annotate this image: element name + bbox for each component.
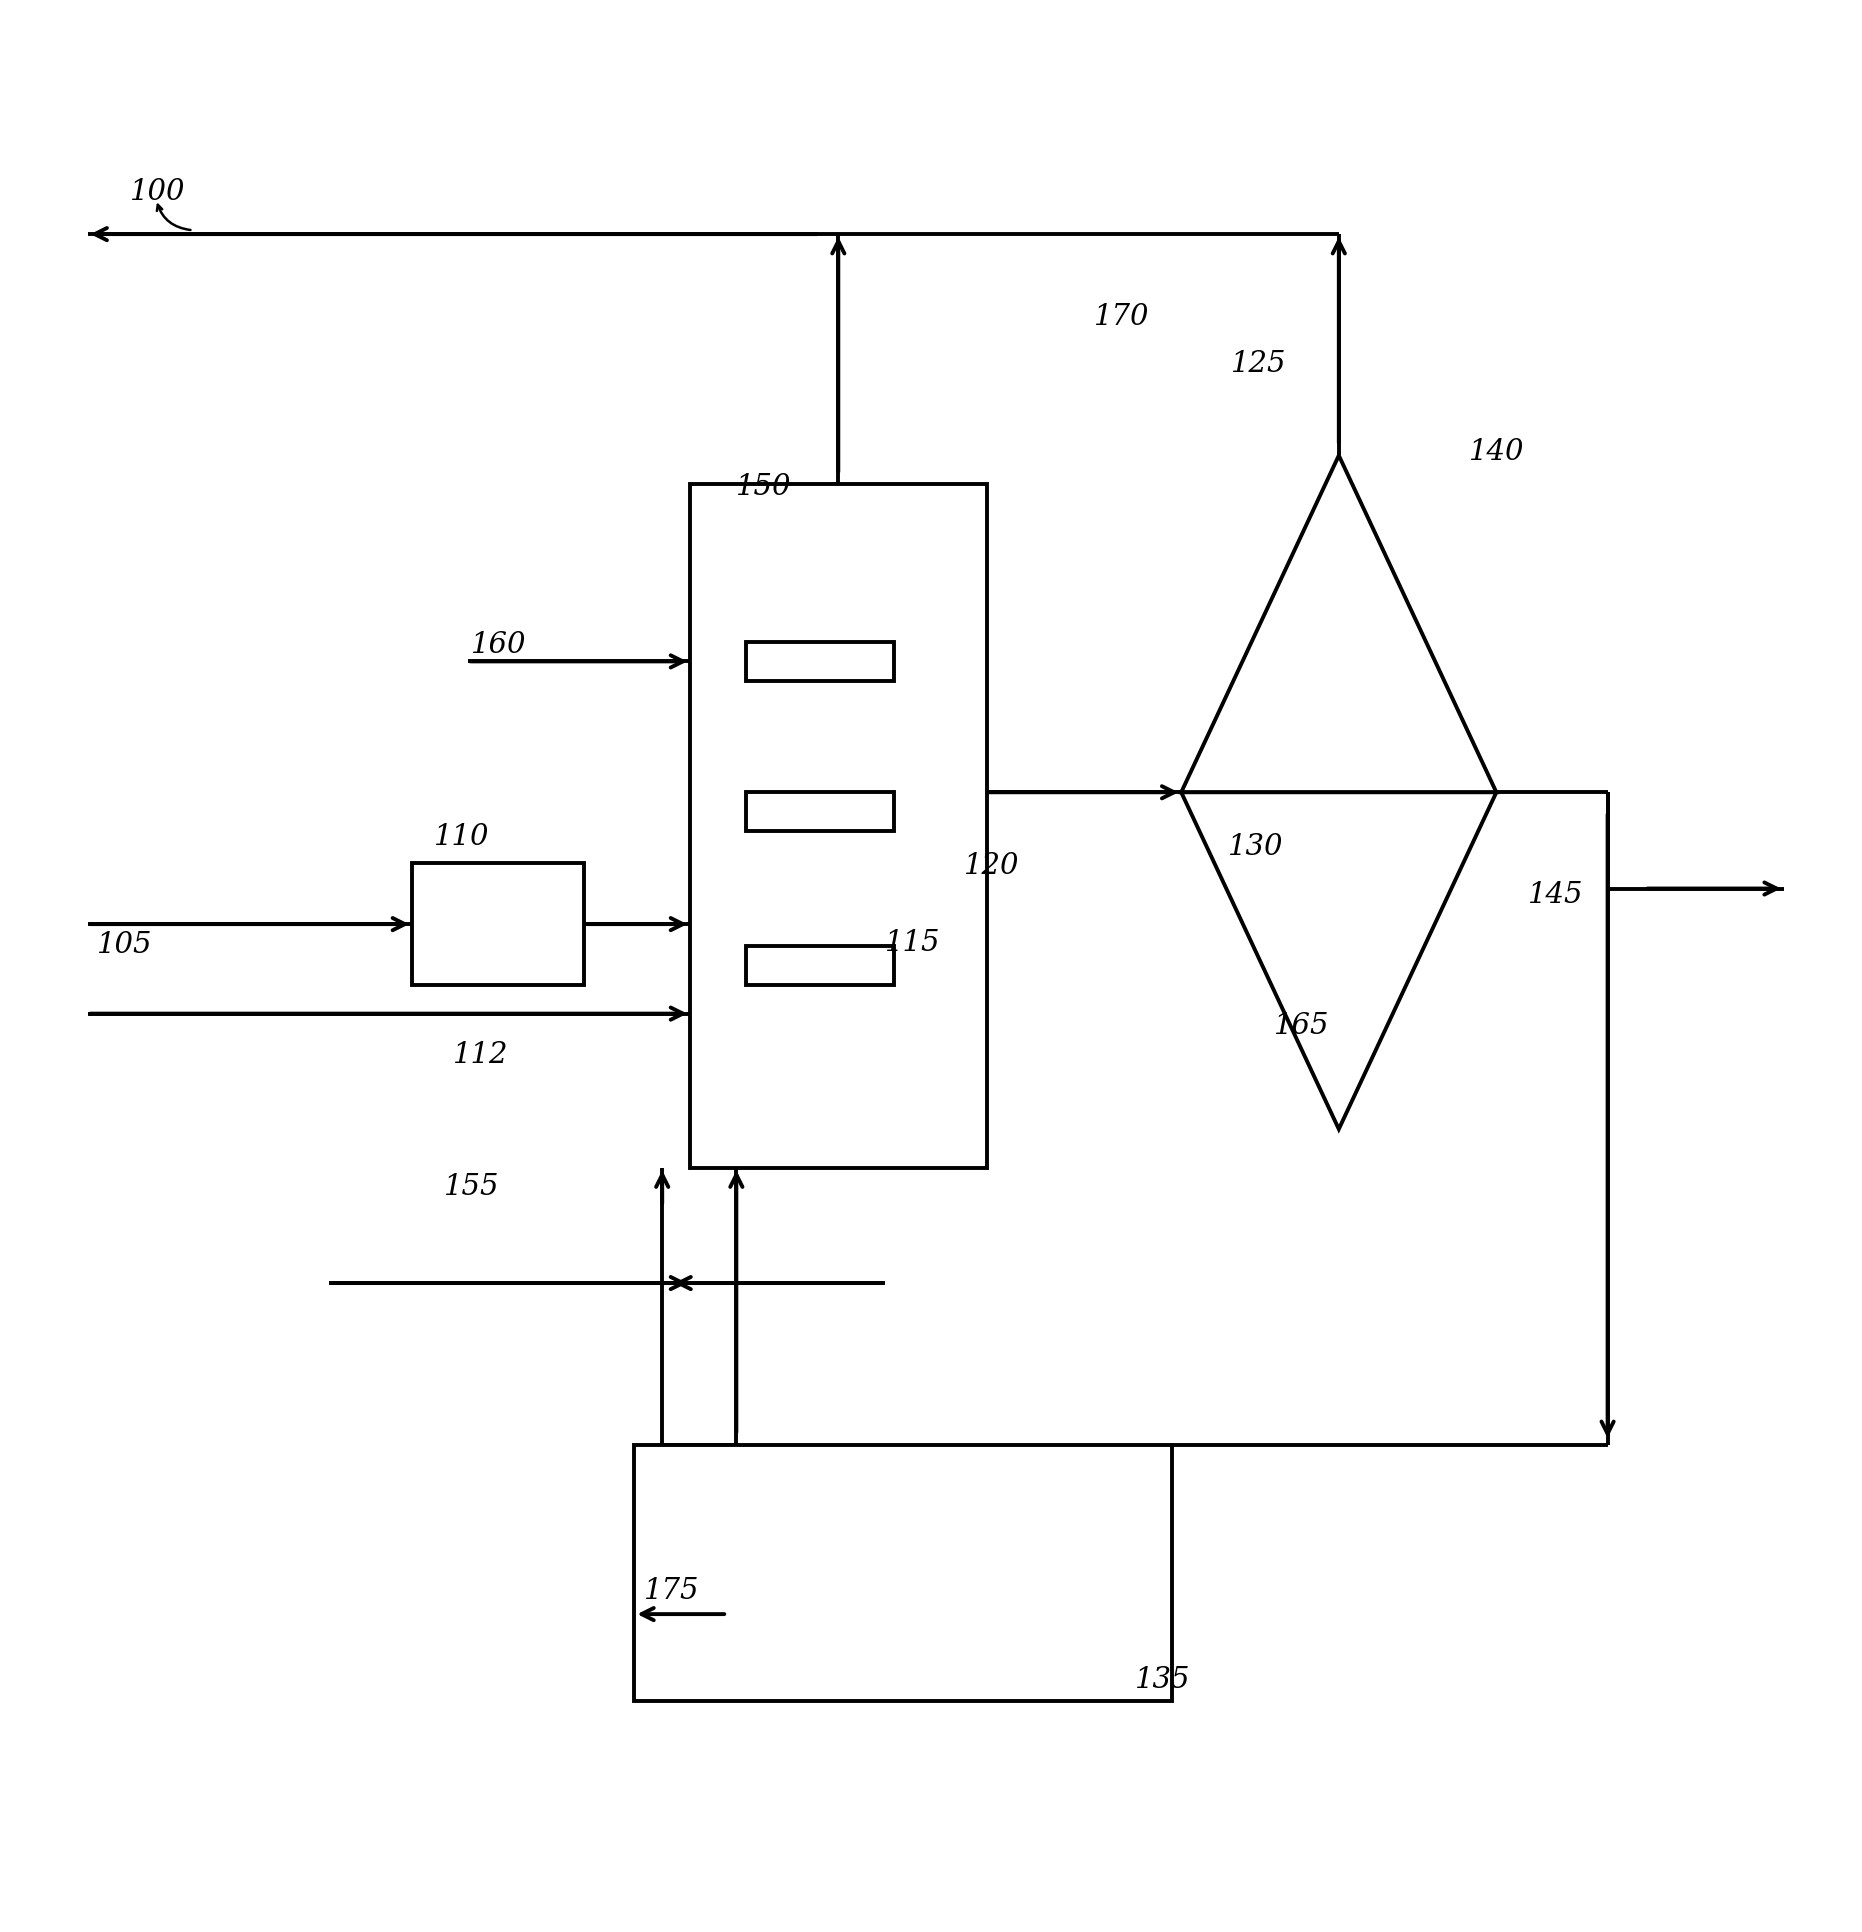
Bar	[412, 864, 585, 985]
Text: 155: 155	[443, 1173, 499, 1200]
Bar	[635, 1445, 1171, 1700]
Text: 100: 100	[130, 178, 186, 207]
Polygon shape	[1181, 792, 1497, 1130]
Text: 105: 105	[97, 931, 153, 958]
Text: 175: 175	[644, 1577, 700, 1605]
Bar	[691, 485, 987, 1169]
Text: 135: 135	[1136, 1665, 1190, 1692]
Text: 170: 170	[1095, 303, 1149, 330]
Text: 110: 110	[434, 823, 490, 850]
Text: 120: 120	[965, 852, 1020, 879]
Text: 150: 150	[735, 473, 791, 500]
Text: 140: 140	[1469, 439, 1525, 466]
Text: 112: 112	[452, 1039, 508, 1068]
Text: 160: 160	[471, 630, 527, 659]
Text: 115: 115	[884, 929, 940, 956]
Bar	[745, 643, 894, 682]
Bar	[745, 947, 894, 985]
Bar	[745, 792, 894, 831]
Text: 125: 125	[1231, 350, 1287, 377]
Text: 165: 165	[1274, 1010, 1329, 1039]
Text: 130: 130	[1227, 833, 1283, 860]
Text: 145: 145	[1529, 881, 1583, 908]
Polygon shape	[1181, 456, 1497, 792]
